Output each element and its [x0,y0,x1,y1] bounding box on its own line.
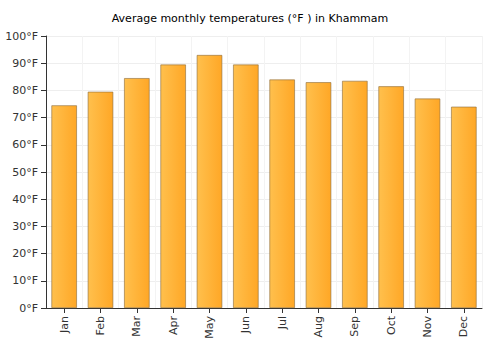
svg-text:100°F: 100°F [5,30,38,43]
svg-text:May: May [203,316,216,339]
svg-text:Jan: Jan [58,316,71,334]
svg-text:60°F: 60°F [12,138,38,151]
svg-text:Feb: Feb [94,316,107,335]
svg-text:40°F: 40°F [12,193,38,206]
svg-text:10°F: 10°F [12,274,38,287]
svg-text:Mar: Mar [130,316,143,337]
svg-text:Average monthly temperatures (: Average monthly temperatures (°F ) in Kh… [112,12,389,25]
svg-text:70°F: 70°F [12,111,38,124]
svg-text:90°F: 90°F [12,57,38,70]
svg-text:Oct: Oct [385,315,398,335]
svg-text:Dec: Dec [457,316,470,337]
svg-text:0°F: 0°F [19,302,38,315]
svg-text:Jun: Jun [239,316,252,334]
svg-text:80°F: 80°F [12,84,38,97]
svg-text:Nov: Nov [421,316,434,338]
svg-text:Sep: Sep [348,316,361,337]
svg-text:30°F: 30°F [12,220,38,233]
svg-text:Jul: Jul [276,316,289,330]
svg-text:Aug: Aug [312,316,325,337]
svg-text:Apr: Apr [167,316,180,336]
svg-text:50°F: 50°F [12,166,38,179]
svg-text:20°F: 20°F [12,247,38,260]
